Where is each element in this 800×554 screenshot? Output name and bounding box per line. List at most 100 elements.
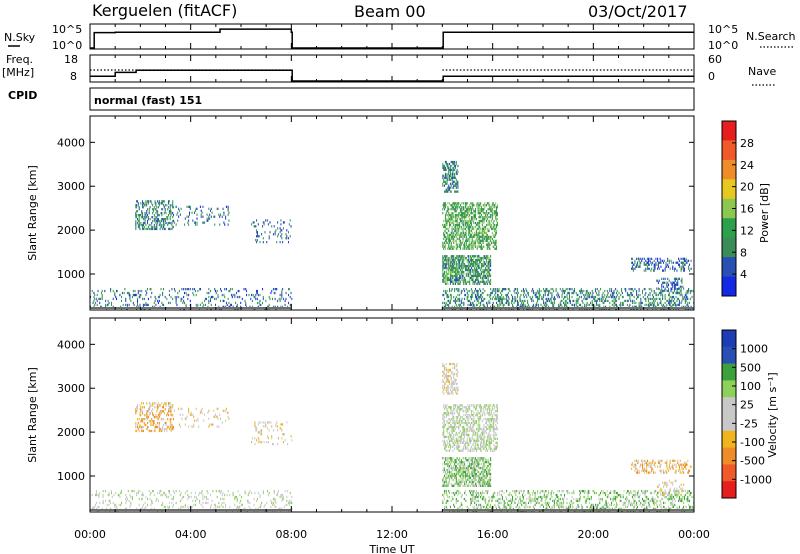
- scatter-cell: [460, 437, 462, 440]
- scatter-cell: [449, 447, 451, 450]
- scatter-cell: [469, 427, 471, 431]
- scatter-cell: [640, 301, 642, 305]
- scatter-cell: [247, 501, 249, 505]
- scatter-cell: [521, 301, 523, 305]
- scatter-cell: [465, 235, 467, 238]
- scatter-cell: [504, 288, 506, 291]
- scatter-cell: [613, 305, 615, 308]
- scatter-cell: [598, 291, 600, 295]
- scatter-cell: [168, 495, 170, 499]
- scatter-cell: [486, 243, 488, 246]
- scatter-cell: [460, 266, 462, 270]
- scatter-cell: [484, 261, 486, 264]
- scatter-cell: [446, 408, 448, 411]
- scatter-cell: [285, 503, 287, 507]
- scatter-cell: [475, 204, 477, 207]
- scatter-cell: [488, 263, 490, 266]
- scatter-cell: [613, 297, 615, 301]
- scatter-cell: [455, 160, 457, 164]
- scatter-cell: [456, 190, 458, 193]
- scatter-cell: [636, 289, 638, 293]
- scatter-cell: [469, 219, 471, 223]
- scatter-cell: [468, 216, 470, 219]
- scatter-cell: [446, 235, 448, 238]
- scatter-cell: [92, 301, 94, 305]
- scatter-cell: [639, 293, 641, 297]
- scatter-cell: [448, 186, 450, 189]
- scatter-cell: [482, 264, 484, 268]
- scatter-cell: [267, 223, 269, 226]
- scatter-cell: [463, 437, 465, 440]
- scatter-cell: [163, 491, 165, 495]
- scatter-cell: [271, 435, 273, 438]
- scatter-cell: [490, 282, 492, 285]
- scatter-cell: [473, 235, 475, 238]
- scatter-cell: [248, 293, 250, 297]
- scatter-cell: [454, 270, 456, 274]
- scatter-cell: [201, 407, 203, 410]
- scatter-cell: [463, 219, 465, 223]
- scatter-cell: [238, 289, 240, 293]
- scatter-cell: [688, 305, 690, 308]
- scatter-cell: [450, 261, 452, 264]
- scatter-cell: [259, 299, 261, 303]
- scatter-cell: [461, 301, 463, 305]
- scatter-cell: [595, 289, 597, 293]
- scatter-cell: [592, 295, 594, 299]
- scatter-cell: [168, 408, 170, 411]
- scatter-cell: [678, 259, 680, 262]
- scatter-cell: [226, 493, 228, 497]
- scatter-cell: [479, 295, 481, 299]
- scatter-cell: [153, 420, 155, 423]
- scatter-cell: [153, 301, 155, 305]
- scatter-cell: [209, 213, 211, 216]
- scatter-cell: [172, 225, 174, 229]
- scatter-cell: [444, 421, 446, 425]
- scatter-cell: [470, 241, 472, 244]
- scatter-cell: [200, 409, 202, 412]
- scatter-cell: [193, 503, 195, 507]
- scatter-cell: [449, 412, 451, 415]
- scatter-cell: [662, 295, 664, 299]
- scatter-cell: [543, 293, 545, 297]
- scatter-cell: [454, 225, 456, 229]
- scatter-cell: [657, 281, 659, 284]
- scatter-cell: [476, 433, 478, 437]
- scatter-cell: [173, 219, 175, 223]
- scatter-cell: [456, 433, 458, 437]
- scatter-cell: [449, 164, 451, 168]
- scatter-cell: [480, 261, 482, 264]
- scatter-cell: [487, 278, 489, 282]
- scatter-cell: [601, 295, 603, 299]
- scatter-cell: [135, 216, 137, 219]
- scatter-cell: [178, 295, 180, 299]
- scatter-cell: [647, 305, 649, 308]
- scatter-cell: [169, 218, 171, 221]
- scatter-cell: [454, 172, 456, 176]
- scatter-cell: [486, 239, 488, 242]
- scatter-cell: [129, 297, 131, 301]
- scatter-cell: [527, 301, 529, 305]
- scatter-cell: [452, 170, 454, 174]
- scatter-cell: [484, 229, 486, 233]
- scatter-cell: [249, 305, 251, 308]
- scatter-cell: [464, 210, 466, 213]
- scatter-cell: [115, 295, 117, 299]
- scatter-cell: [687, 301, 689, 305]
- scatter-cell: [183, 495, 185, 499]
- scatter-cell: [146, 416, 148, 419]
- scatter-cell: [445, 182, 447, 185]
- scatter-cell: [663, 261, 665, 264]
- scatter-cell: [257, 491, 259, 495]
- scatter-cell: [170, 493, 172, 497]
- scatter-cell: [443, 168, 445, 172]
- scatter-cell: [101, 293, 103, 297]
- scatter-cell: [227, 205, 229, 208]
- scatter-cell: [452, 235, 454, 238]
- scatter-cell: [466, 202, 468, 205]
- scatter-cell: [501, 301, 503, 305]
- scatter-cell: [169, 425, 171, 429]
- scatter-cell: [445, 390, 447, 393]
- scatter-cell: [444, 423, 446, 427]
- scatter-cell: [160, 493, 162, 497]
